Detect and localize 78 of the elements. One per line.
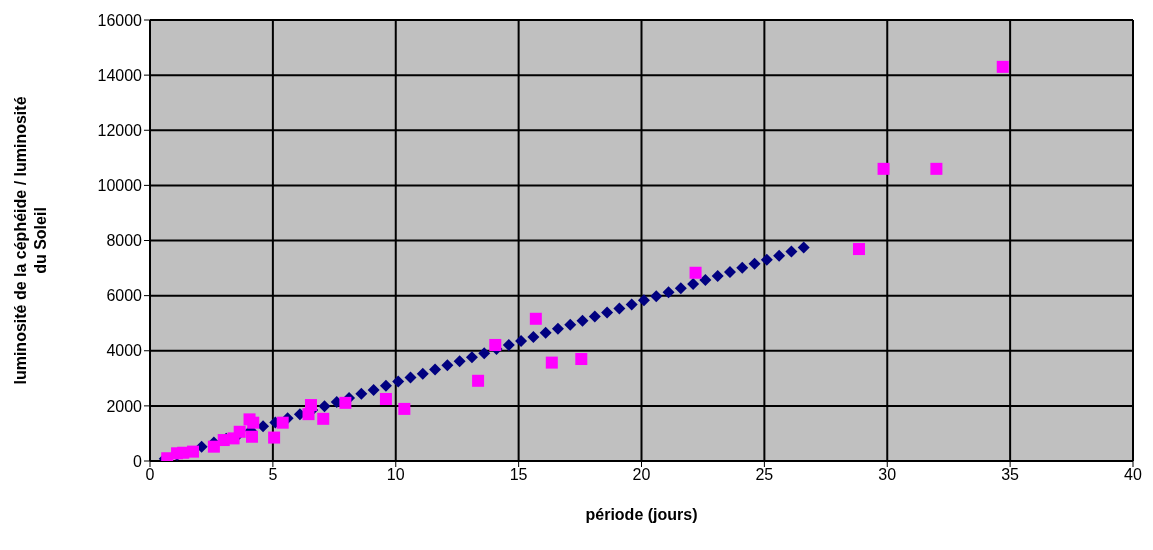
x-tick-label: 30 (878, 466, 897, 484)
x-tick-label: 15 (509, 466, 528, 484)
point (852, 243, 865, 256)
x-tick-label: 10 (386, 466, 405, 484)
y-tick-label: 16000 (97, 11, 143, 29)
point (545, 356, 558, 369)
point (392, 375, 405, 388)
point (930, 162, 943, 175)
point (502, 338, 515, 351)
y-tick-label: 0 (133, 452, 143, 470)
point (489, 338, 502, 351)
point (339, 396, 352, 409)
point (379, 379, 392, 392)
point (760, 253, 773, 266)
point (355, 387, 368, 400)
point (723, 265, 736, 278)
point (689, 266, 702, 279)
x-tick-label: 0 (145, 466, 155, 484)
y-axis-title: luminosité de la céphéide / luminosité du Soleil (12, 96, 49, 385)
point (736, 261, 749, 274)
y-tick-label: 6000 (106, 287, 143, 305)
y-tick-label: 12000 (97, 121, 143, 139)
point (429, 363, 442, 376)
point (877, 162, 890, 175)
point (637, 294, 650, 307)
point (441, 359, 454, 372)
point (711, 270, 724, 283)
x-tick-label: 25 (755, 466, 774, 484)
x-tick-label: 35 (1001, 466, 1020, 484)
point (416, 367, 429, 380)
point (529, 312, 542, 325)
point (187, 445, 200, 458)
point (576, 314, 589, 327)
point (575, 353, 588, 366)
point (650, 290, 663, 303)
point (773, 249, 786, 262)
point (564, 318, 577, 331)
point (748, 257, 761, 270)
point (379, 392, 392, 405)
point (613, 302, 626, 315)
point (625, 298, 638, 311)
point (478, 347, 491, 360)
y-tick-label: 2000 (106, 397, 143, 415)
point (588, 310, 601, 323)
x-tick-label: 5 (268, 466, 278, 484)
point (247, 416, 260, 429)
y-tick-label: 10000 (97, 177, 143, 195)
point (398, 402, 411, 415)
y-tick-label: 14000 (97, 66, 143, 84)
point (276, 416, 289, 429)
point (317, 412, 330, 425)
point (539, 326, 552, 339)
point (797, 241, 810, 254)
point (245, 430, 258, 443)
y-tick-label: 8000 (106, 232, 143, 250)
point (367, 383, 380, 396)
x-tick-label: 40 (1124, 466, 1142, 484)
point (268, 431, 281, 444)
point (465, 351, 478, 364)
point (674, 282, 687, 295)
x-axis-title: période (jours) (585, 506, 698, 523)
point (687, 278, 700, 291)
point (515, 335, 528, 348)
point (996, 60, 1009, 73)
point (207, 440, 220, 453)
point (318, 400, 331, 413)
point (472, 374, 485, 387)
point (662, 286, 675, 299)
point (453, 355, 466, 368)
point (551, 322, 564, 335)
point (304, 399, 317, 412)
x-tick-label: 20 (632, 466, 651, 484)
point (699, 273, 712, 286)
point (601, 306, 614, 319)
point (785, 245, 798, 258)
point (527, 330, 540, 343)
point (404, 371, 417, 384)
y-tick-label: 4000 (106, 342, 143, 360)
